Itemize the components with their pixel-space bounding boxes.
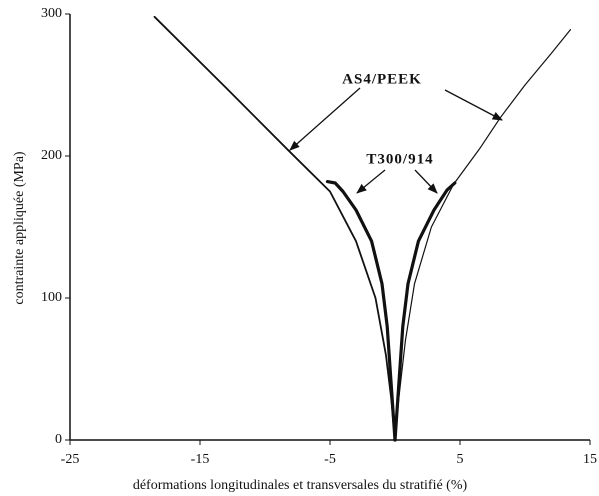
annotation: AS4/PEEK	[342, 71, 422, 87]
x-tick-label: 15	[583, 452, 597, 467]
x-tick-label: 5	[457, 452, 464, 467]
annotation-arrow	[414, 169, 438, 194]
y-tick-label: 0	[55, 432, 62, 447]
x-tick-label: -5	[324, 452, 336, 467]
x-tick-label: -25	[61, 452, 80, 467]
x-axis-label: déformations longitudinales et transvers…	[133, 478, 468, 493]
annotation-arrow	[289, 87, 361, 151]
y-tick-label: 200	[41, 148, 62, 163]
annotation: T300/914	[366, 151, 433, 167]
series-line	[325, 180, 397, 442]
x-tick-label: -15	[191, 452, 210, 467]
y-tick-label: 100	[41, 290, 62, 305]
series-line	[393, 181, 457, 442]
annotation-arrow	[444, 89, 503, 121]
y-tick-label: 300	[41, 6, 62, 21]
annotation-arrow	[356, 169, 386, 194]
y-axis-label: contrainte appliquée (MPa)	[12, 151, 27, 305]
series-line	[153, 15, 396, 441]
